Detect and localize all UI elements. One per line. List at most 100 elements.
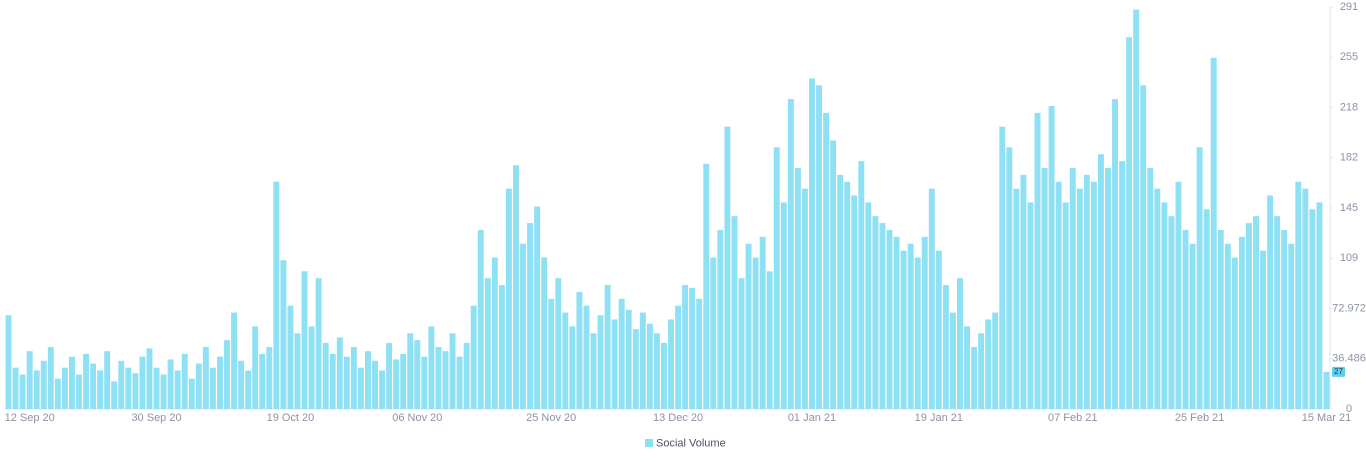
bar [386,342,393,409]
bar [428,326,435,409]
bar [1210,57,1217,409]
bar [1034,112,1041,409]
bar [710,257,717,409]
bar [224,340,230,409]
bar [1316,202,1323,409]
bar [872,216,879,409]
bar [1076,188,1083,409]
bar [435,347,442,409]
x-tick-label: 06 Nov 20 [392,412,442,424]
bar [794,167,801,409]
bar [1147,167,1154,409]
bar [851,195,858,409]
bar [1217,229,1224,409]
bar [738,278,745,409]
legend-swatch [645,439,653,447]
bar [188,378,195,409]
bar [217,356,223,409]
bar [534,206,541,409]
bar [1055,181,1062,409]
bar [1231,257,1238,409]
bar [1175,181,1182,409]
x-tick-label: 25 Feb 21 [1175,412,1225,424]
bar [315,278,322,409]
bar [1295,181,1302,409]
bar [745,243,752,409]
bar [1224,243,1231,409]
bar [632,329,639,409]
bar [759,236,766,409]
bar [146,348,153,409]
bar [287,305,294,409]
bar [160,374,167,409]
bar [893,236,900,409]
bar [724,126,731,409]
bar [1253,216,1259,409]
bar [520,243,526,409]
bar [1274,216,1281,409]
bar [689,287,696,409]
bar [322,342,329,409]
y-tick-label: 0 [1346,403,1352,415]
x-tick-label: 12 Sep 20 [5,412,55,424]
bar [1140,85,1147,410]
bar [463,342,470,409]
bar [280,260,287,409]
bar [801,188,808,409]
bar [54,378,61,409]
bar [625,309,632,409]
bar [1097,154,1104,409]
bar [816,85,822,410]
bar [118,360,125,409]
bar [181,353,188,409]
bar [590,333,597,409]
bar [957,278,963,409]
x-tick-label: 19 Oct 20 [267,412,315,424]
bar [914,257,921,409]
bar [1154,188,1161,409]
bar [12,367,19,409]
bar [569,326,576,409]
bar [865,202,872,409]
bar [949,312,956,409]
bar [414,340,421,409]
y-tick-label: 145 [1340,202,1358,214]
bar [787,99,794,410]
x-tick-label: 01 Jan 21 [788,412,836,424]
bar [992,312,999,409]
bar [1161,202,1168,409]
bar [407,333,414,409]
bar [682,285,689,409]
bar [1041,167,1048,409]
bar [858,161,865,409]
bar [928,188,935,409]
bar [132,373,139,409]
bar [1083,174,1090,409]
bar [1309,209,1316,409]
bar [372,360,378,409]
y-tick-label: 255 [1340,51,1358,63]
y-tick-label: 291 [1340,1,1358,13]
bar [942,285,949,409]
y-tick-label: 36.486 [1332,353,1366,365]
bar [308,326,315,409]
bar [597,315,604,409]
bar [548,298,555,409]
bar [646,323,653,409]
bar [421,356,428,409]
bar [1090,181,1097,409]
x-tick-label: 13 Dec 20 [653,412,703,424]
bar [195,363,202,409]
bar [1112,99,1118,410]
bar [1013,188,1020,409]
bar [259,353,266,409]
bar [879,223,886,409]
bar [68,356,75,409]
bar [971,347,978,409]
bar [555,278,562,409]
bar [33,370,40,409]
bar [202,347,209,409]
bar [125,367,132,409]
x-tick-label: 30 Sep 20 [131,412,181,424]
